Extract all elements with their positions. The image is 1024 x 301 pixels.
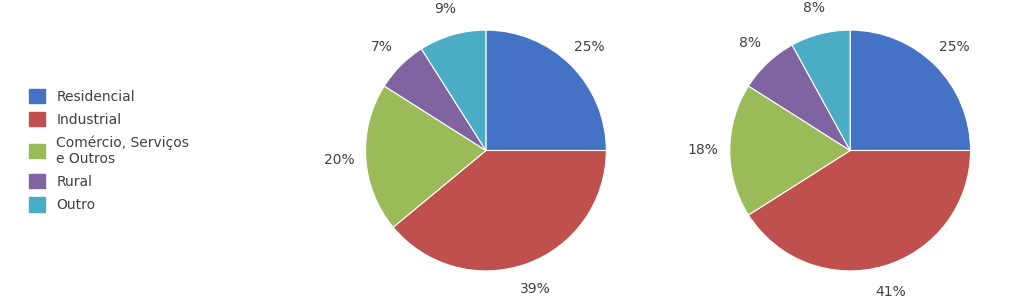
Text: 7%: 7% (371, 40, 393, 54)
Text: 25%: 25% (939, 40, 970, 54)
Text: 20%: 20% (324, 153, 354, 167)
Text: 39%: 39% (520, 282, 551, 296)
Wedge shape (422, 30, 486, 150)
Text: 41%: 41% (876, 284, 906, 299)
Wedge shape (850, 30, 971, 150)
Wedge shape (749, 150, 971, 271)
Wedge shape (366, 86, 486, 227)
Text: 25%: 25% (574, 40, 605, 54)
Wedge shape (393, 150, 606, 271)
Text: 18%: 18% (688, 144, 719, 157)
Text: 8%: 8% (738, 36, 761, 51)
Text: 8%: 8% (803, 1, 824, 15)
Wedge shape (730, 86, 850, 215)
Wedge shape (486, 30, 606, 150)
Wedge shape (749, 45, 850, 150)
Wedge shape (793, 30, 850, 150)
Text: 9%: 9% (434, 2, 456, 17)
Legend: Residencial, Industrial, Comércio, Serviços
e Outros, Rural, Outro: Residencial, Industrial, Comércio, Servi… (22, 82, 197, 219)
Wedge shape (384, 49, 486, 150)
